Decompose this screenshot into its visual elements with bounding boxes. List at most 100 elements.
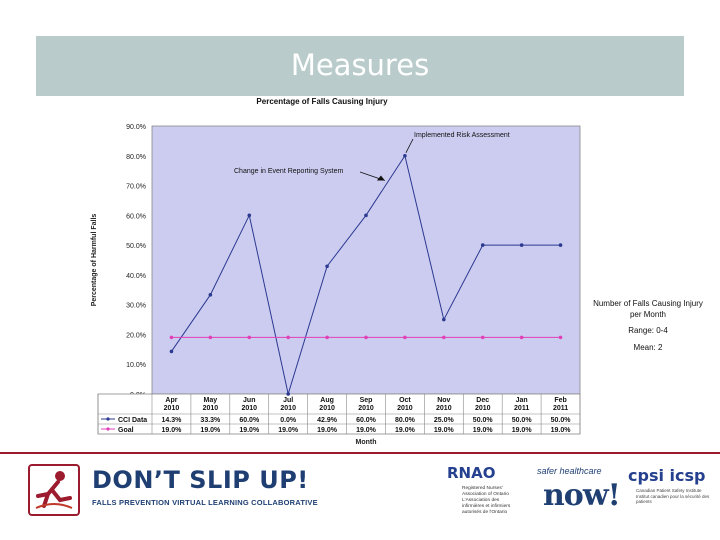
data-point [364,213,368,218]
data-label: 19.0% [317,427,338,434]
legend-label: Goal [118,427,134,434]
x-tick-label: 2010 [397,405,413,412]
data-label: 19.0% [395,427,416,434]
data-point [208,293,213,297]
data-label: 50.0% [473,417,494,424]
plot-area [151,125,581,395]
slide-title-bar: Measures [36,36,684,96]
data-label: 19.0% [473,427,494,434]
y-tick-label: 50.0% [126,243,146,250]
data-point [558,335,563,340]
x-tick-label: 2011 [553,405,568,412]
chart-title: Percentage of Falls Causing Injury [256,97,388,106]
data-point [403,153,407,158]
data-label: 60.0% [239,417,260,424]
cpsi-description: Canadian Patient Safety Institute Instit… [636,488,710,504]
x-tick-label: 2011 [514,405,529,412]
x-tick-label: Nov [437,397,450,404]
data-point [519,335,524,340]
annotation-label: Change in Event Reporting System [234,168,344,175]
x-tick-label: 2010 [164,405,180,412]
data-point [247,335,252,340]
x-tick-label: Apr [165,397,177,404]
legend-swatch-marker [106,427,110,431]
data-point [442,317,446,322]
data-point [442,335,446,340]
y-tick-label: 30.0% [126,303,146,310]
y-tick-label: 60.0% [126,213,146,220]
x-tick-label: May [204,397,218,404]
x-tick-label: 2010 [241,405,257,412]
data-point [208,335,213,340]
data-label: 80.0% [395,417,416,424]
data-point [403,335,407,340]
legend-swatch-marker [106,417,110,421]
safer-healthcare-logo-now: now! [543,478,621,513]
x-tick-label: Jan [516,397,528,404]
y-tick-label: 20.0% [126,332,146,339]
data-point [519,243,524,247]
y-tick-label: 40.0% [126,273,146,280]
falling-person-logo-icon [28,464,80,516]
x-tick-label: Oct [399,397,411,404]
data-label: 19.0% [278,427,299,434]
x-tick-label: Jun [243,397,255,404]
x-tick-label: 2010 [280,405,296,412]
slide-title: Measures [290,48,430,82]
data-point [169,349,174,354]
data-label: 60.0% [356,417,377,424]
data-point [325,335,329,340]
data-point [480,243,485,247]
side-note-measure: Number of Falls Causing Injury per Month [593,299,703,319]
data-label: 50.0% [551,417,572,424]
rnao-description: Registered Nurses' Association of Ontari… [462,486,511,515]
legend-label: CCI Data [118,417,147,424]
data-label: 0.0% [280,417,297,424]
x-tick-label: 2010 [319,405,335,412]
x-tick-label: 2010 [358,405,374,412]
side-note-range: Range: 0-4 [628,326,668,335]
x-tick-label: Sep [360,397,373,404]
data-label: 19.0% [239,427,260,434]
data-label: 25.0% [434,417,455,424]
x-tick-label: Aug [320,397,334,404]
x-tick-label: 2010 [436,405,452,412]
y-tick-label: 70.0% [126,184,146,191]
y-tick-label: 90.0% [126,124,146,131]
data-label: 33.3% [200,417,221,424]
x-tick-label: 2010 [203,405,219,412]
data-label: 19.0% [434,427,455,434]
data-label: 19.0% [551,427,572,434]
data-label: 19.0% [200,427,221,434]
data-point [247,213,252,218]
annotation-arrowhead [376,175,385,181]
data-label: 42.9% [317,417,338,424]
y-axis-label: Percentage of Harmful Falls [91,214,98,307]
x-tick-label: Jul [283,397,293,404]
campaign-title: DON’T SLIP UP! [92,466,309,494]
x-tick-label: 2010 [475,405,491,412]
falls-injury-chart: Percentage of Falls Causing Injury 0.0% 10… [91,97,581,446]
safer-healthcare-logo-top: safer healthcare [537,466,602,476]
x-tick-label: Dec [476,397,489,404]
footer-logos: DON’T SLIP UP! FALLS PREVENTION VIRTUAL … [0,452,720,540]
rnao-logo: RNAO [447,464,496,482]
data-label: 19.0% [162,427,183,434]
data-point [169,335,174,340]
annotation-label: Implemented Risk Assessment [414,132,510,139]
data-label: 50.0% [512,417,533,424]
data-label: 14.3% [162,417,183,424]
x-axis-label: Month [356,439,377,446]
data-point [364,335,368,340]
data-label: 19.0% [512,427,533,434]
data-point [325,264,329,269]
data-point [558,243,563,247]
campaign-subtitle: FALLS PREVENTION VIRTUAL LEARNING COLLAB… [92,498,318,507]
data-point [286,335,290,340]
data-point [480,335,485,340]
annotation-arrow [405,138,414,153]
data-label: 19.0% [356,427,377,434]
x-tick-label: Feb [554,397,566,404]
y-tick-label: 10.0% [126,362,146,369]
cpsi-logo: cpsi icsp [628,466,706,485]
